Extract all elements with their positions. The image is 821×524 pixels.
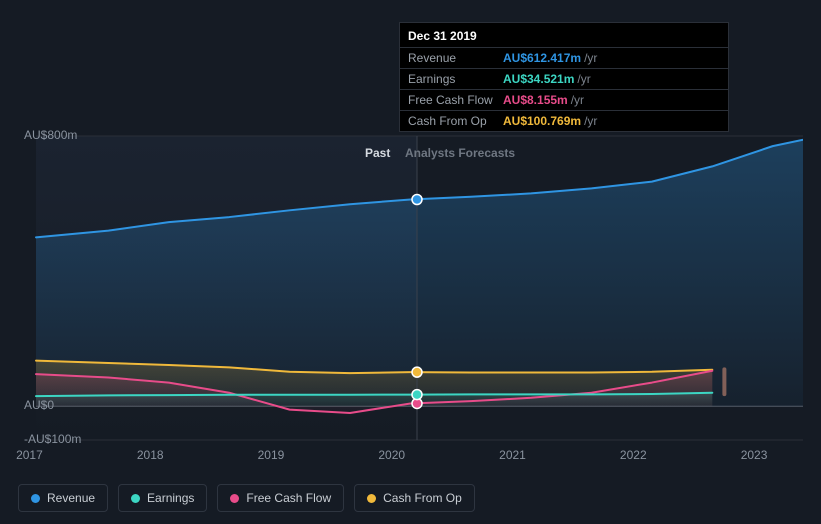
tooltip-row: EarningsAU$34.521m/yr	[400, 68, 728, 89]
legend-dot-icon	[230, 494, 239, 503]
legend-dot-icon	[31, 494, 40, 503]
forecast-section-label: Analysts Forecasts	[405, 146, 515, 160]
y-axis-label: AU$0	[24, 398, 54, 412]
legend-item-label: Free Cash Flow	[246, 491, 331, 505]
legend-item-earnings[interactable]: Earnings	[118, 484, 207, 512]
tooltip-row-unit: /yr	[571, 93, 584, 107]
legend-item-label: Earnings	[147, 491, 194, 505]
legend-item-cash_from_op[interactable]: Cash From Op	[354, 484, 475, 512]
x-axis-label: 2023	[741, 448, 768, 462]
tooltip-row-unit: /yr	[577, 72, 590, 86]
y-axis-label: AU$800m	[24, 128, 77, 142]
x-axis-label: 2020	[378, 448, 405, 462]
x-axis-label: 2019	[258, 448, 285, 462]
tooltip-row-value: AU$612.417m/yr	[503, 51, 597, 65]
tooltip-row-label: Free Cash Flow	[408, 93, 503, 107]
legend-item-free_cash_flow[interactable]: Free Cash Flow	[217, 484, 344, 512]
x-axis-label: 2018	[137, 448, 164, 462]
chart-tooltip: Dec 31 2019 RevenueAU$612.417m/yrEarning…	[399, 22, 729, 132]
chart-legend: Revenue Earnings Free Cash Flow Cash From O…	[18, 484, 475, 512]
legend-item-revenue[interactable]: Revenue	[18, 484, 108, 512]
tooltip-row-label: Earnings	[408, 72, 503, 86]
legend-item-label: Cash From Op	[383, 491, 462, 505]
legend-dot-icon	[131, 494, 140, 503]
tooltip-row-value: AU$8.155m/yr	[503, 93, 584, 107]
legend-dot-icon	[367, 494, 376, 503]
tooltip-row-label: Cash From Op	[408, 114, 503, 128]
tooltip-row: Free Cash FlowAU$8.155m/yr	[400, 89, 728, 110]
tooltip-row: Cash From OpAU$100.769m/yr	[400, 110, 728, 131]
y-axis-label: -AU$100m	[24, 432, 81, 446]
tooltip-row-unit: /yr	[584, 114, 597, 128]
x-axis-label: 2017	[16, 448, 43, 462]
tooltip-row-value: AU$34.521m/yr	[503, 72, 591, 86]
x-axis-label: 2022	[620, 448, 647, 462]
tooltip-row: RevenueAU$612.417m/yr	[400, 47, 728, 68]
x-axis-label: 2021	[499, 448, 526, 462]
past-section-label: Past	[365, 146, 390, 160]
tooltip-row-unit: /yr	[584, 51, 597, 65]
tooltip-row-label: Revenue	[408, 51, 503, 65]
tooltip-row-value: AU$100.769m/yr	[503, 114, 597, 128]
tooltip-title: Dec 31 2019	[400, 23, 728, 47]
legend-item-label: Revenue	[47, 491, 95, 505]
